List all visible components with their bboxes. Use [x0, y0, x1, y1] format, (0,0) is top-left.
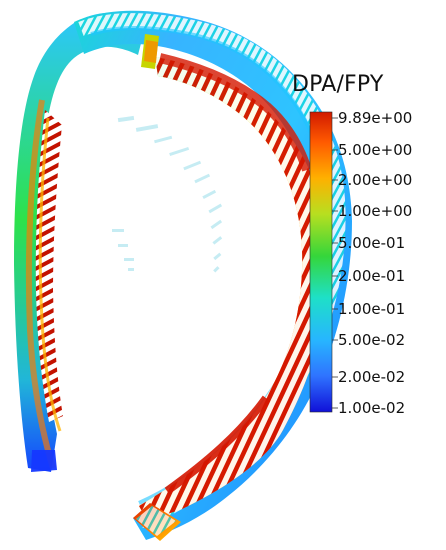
top-block-component	[141, 34, 159, 69]
legend-title: DPA/FPY	[292, 72, 384, 97]
bottom-right-foot-component	[133, 503, 181, 541]
colorbar-tick-label: 9.89e+00	[338, 109, 413, 127]
left-inner-striped-region	[35, 110, 63, 432]
colorbar-tick-label: 1.00e-01	[338, 300, 406, 318]
colorbar-tick-label: 5.00e-01	[338, 234, 406, 252]
colorbar-tick-label: 5.00e-02	[338, 331, 406, 349]
colorbar-tick-label: 2.00e-02	[338, 368, 406, 386]
colorbar-tick-label: 2.00e-01	[338, 267, 406, 285]
colorbar-tick-label: 1.00e-02	[338, 399, 406, 417]
left-leg-component	[14, 12, 146, 472]
center-mesh-traces	[112, 115, 223, 273]
colorbar-tick-label: 1.00e+00	[338, 202, 413, 220]
colorbar-tick-label: 2.00e+00	[338, 171, 413, 189]
colorbar-tick-label: 5.00e+00	[338, 141, 413, 159]
